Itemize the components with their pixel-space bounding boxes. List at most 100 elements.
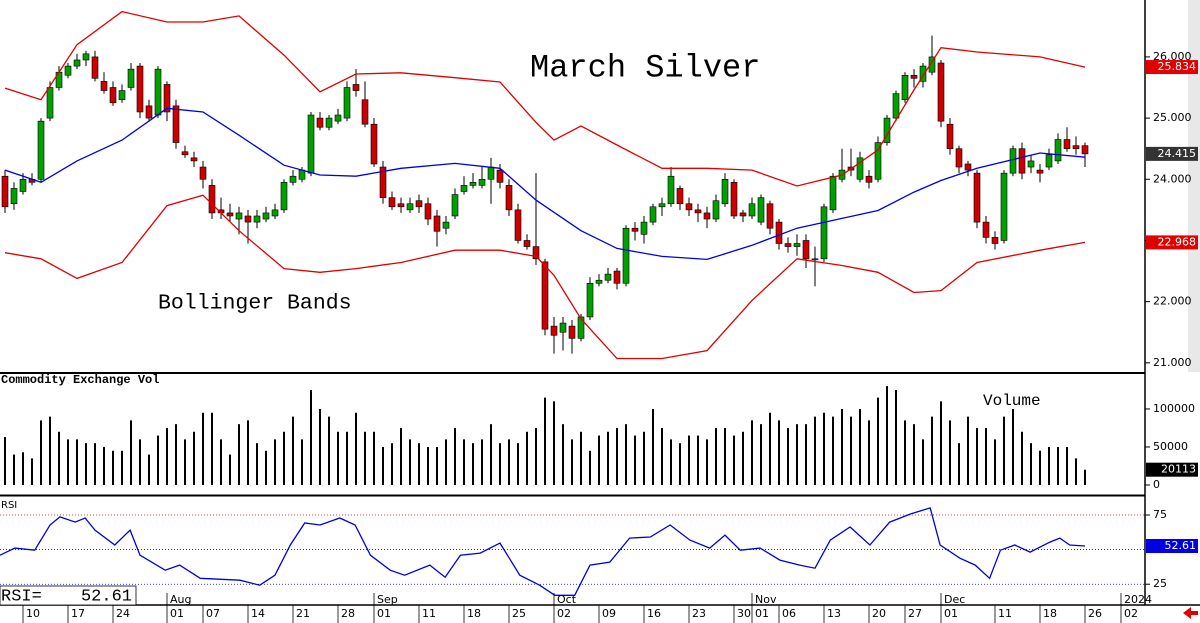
candle-body bbox=[1072, 145, 1080, 149]
candle-body bbox=[829, 175, 837, 211]
x-tick-label: 02 bbox=[557, 607, 571, 620]
candle-body bbox=[343, 87, 351, 119]
band-line bbox=[4, 194, 1086, 360]
value-box-label: 24.415 bbox=[1158, 147, 1197, 160]
candle-body bbox=[235, 212, 243, 220]
x-tick-label: 27 bbox=[908, 607, 922, 620]
candle-body bbox=[532, 246, 540, 260]
candle-body bbox=[451, 194, 459, 217]
candle-body bbox=[118, 90, 126, 101]
candle-body bbox=[757, 197, 765, 223]
candle-body bbox=[469, 182, 477, 186]
candle-body bbox=[964, 163, 972, 171]
value-box-label: 20113 bbox=[1161, 463, 1196, 476]
plot-layer: 21.00022.00023.00024.00025.00026.00025.8… bbox=[0, 10, 1198, 623]
x-tick-label: 01 bbox=[377, 607, 391, 620]
candle-body bbox=[1063, 139, 1071, 149]
candle-body bbox=[865, 175, 873, 183]
x-tick-label: 23 bbox=[692, 607, 706, 620]
candle-body bbox=[658, 203, 666, 208]
candle-body bbox=[730, 182, 738, 217]
candle-body bbox=[595, 279, 603, 284]
y-tick-label: 24.000 bbox=[1153, 172, 1192, 185]
candle-body bbox=[892, 93, 900, 119]
candle-body bbox=[577, 316, 585, 339]
x-tick-label: 11 bbox=[998, 607, 1012, 620]
candle-body bbox=[694, 209, 702, 214]
candle-body bbox=[190, 157, 198, 162]
y-tick-label: 26.000 bbox=[1153, 50, 1192, 63]
candle-body bbox=[361, 99, 369, 125]
candle-body bbox=[604, 273, 612, 281]
candle-body bbox=[433, 215, 441, 232]
candle-body bbox=[649, 206, 657, 223]
candle-body bbox=[154, 68, 162, 116]
candle-body bbox=[370, 123, 378, 165]
annotation: Bollinger Bands bbox=[158, 292, 352, 316]
x-tick-label: 16 bbox=[647, 607, 661, 620]
candle-body bbox=[748, 203, 756, 217]
candle-body bbox=[793, 243, 801, 247]
candle-body bbox=[253, 215, 261, 223]
candle-body bbox=[1027, 160, 1035, 168]
candle-body bbox=[127, 68, 135, 88]
month-label: Dec bbox=[944, 593, 965, 606]
candle-body bbox=[82, 53, 90, 61]
candle-body bbox=[64, 65, 72, 76]
panel-title: RSI bbox=[1, 500, 17, 511]
candle-body bbox=[739, 212, 747, 217]
x-tick-label: 25 bbox=[512, 607, 526, 620]
candle-body bbox=[568, 325, 576, 339]
candle-body bbox=[856, 157, 864, 180]
scroll-arrow[interactable] bbox=[1183, 607, 1198, 619]
y-tick-label: 25 bbox=[1153, 577, 1167, 590]
candle-body bbox=[802, 240, 810, 260]
value-box bbox=[1146, 146, 1198, 161]
annotation: Volume bbox=[983, 392, 1041, 410]
x-tick-label: 24 bbox=[116, 607, 130, 620]
scroll-strip bbox=[1188, 0, 1200, 372]
candle-body bbox=[622, 227, 630, 284]
x-tick-label: 07 bbox=[206, 607, 220, 620]
candle-body bbox=[1009, 148, 1017, 174]
panel-title: Commodity Exchange Vol bbox=[1, 373, 159, 387]
candle-body bbox=[613, 270, 621, 284]
value-box bbox=[1146, 539, 1198, 554]
y-tick-label: 0 bbox=[1153, 478, 1160, 491]
candle-body bbox=[244, 215, 252, 223]
candle-body bbox=[523, 240, 531, 247]
candle-body bbox=[514, 209, 522, 241]
candle-body bbox=[19, 178, 27, 192]
band-line bbox=[4, 10, 1086, 187]
candle-body bbox=[559, 322, 567, 333]
candle-body bbox=[721, 178, 729, 205]
candle-body bbox=[1081, 145, 1089, 155]
x-tick-label: 10 bbox=[26, 607, 40, 620]
x-tick-label: 17 bbox=[71, 607, 85, 620]
candle-body bbox=[208, 185, 216, 214]
x-tick-label: 18 bbox=[467, 607, 481, 620]
x-tick-label: 06 bbox=[782, 607, 796, 620]
month-label: Oct bbox=[557, 593, 577, 606]
candle-body bbox=[1, 175, 9, 208]
candle-body bbox=[937, 62, 945, 122]
y-tick-label: 100000 bbox=[1153, 402, 1195, 415]
y-tick-label: 75 bbox=[1153, 508, 1167, 521]
candle-body bbox=[712, 200, 720, 220]
y-tick-label: 22.000 bbox=[1153, 295, 1192, 308]
candle-body bbox=[10, 188, 18, 205]
candle-body bbox=[109, 87, 117, 104]
month-label: Nov bbox=[755, 593, 777, 606]
x-tick-label: 01 bbox=[170, 607, 184, 620]
value-box bbox=[1146, 235, 1198, 250]
candle-body bbox=[775, 221, 783, 244]
candle-body bbox=[388, 197, 396, 208]
x-tick-label: 28 bbox=[341, 607, 355, 620]
band-line bbox=[4, 107, 1086, 261]
x-tick-label: 26 bbox=[1088, 607, 1102, 620]
x-tick-label: 02 bbox=[1124, 607, 1138, 620]
candle-body bbox=[226, 212, 234, 217]
candle-body bbox=[973, 172, 981, 223]
